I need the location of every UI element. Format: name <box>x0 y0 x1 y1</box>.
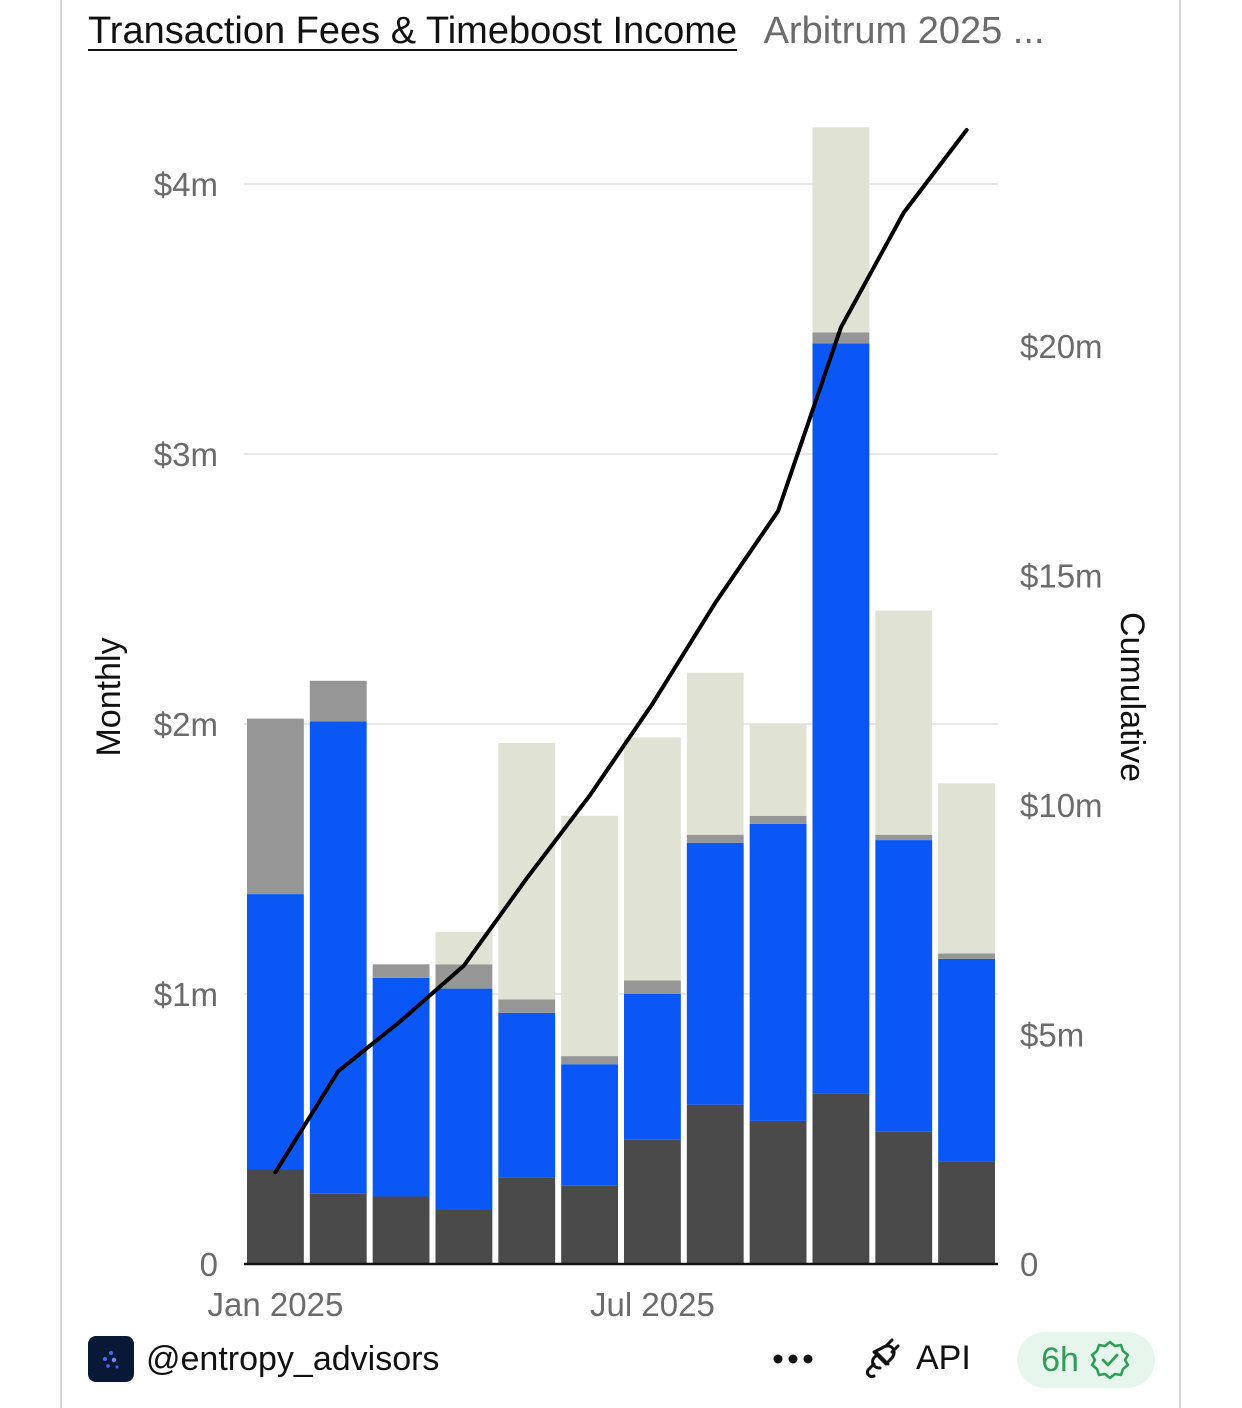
bar-segment <box>309 1193 367 1264</box>
chart-footer: @entropy_advisors API 6h <box>0 1328 1242 1392</box>
bars <box>247 127 995 1264</box>
bar-segment <box>435 988 493 1210</box>
bar-segment <box>247 718 304 895</box>
y-tick-label: $2m <box>154 706 218 743</box>
y-tick-label: $4m <box>154 166 218 203</box>
api-plug-icon <box>866 1338 900 1378</box>
frame-right-border <box>1179 0 1181 1408</box>
x-tick-label: Jan 2025 <box>208 1286 344 1323</box>
grid-lines <box>244 183 998 995</box>
bar-segment <box>624 980 681 994</box>
bar-segment <box>812 1093 870 1264</box>
bar-segment <box>498 1177 556 1264</box>
bar-segment <box>498 1012 556 1178</box>
cumulative-series <box>273 128 969 1175</box>
bar-segment <box>749 815 807 824</box>
bar-segment <box>561 1185 618 1264</box>
bar-segment <box>498 999 556 1013</box>
more-icon <box>773 1354 813 1364</box>
y-right-tick-label: $20m <box>1020 328 1103 365</box>
freshness-badge[interactable]: 6h <box>1017 1332 1155 1388</box>
chart-header: Transaction Fees & Timeboost Income Arbi… <box>88 10 1158 60</box>
api-label: API <box>916 1338 971 1377</box>
bar-segment <box>686 834 744 843</box>
bar-segment <box>812 343 870 1094</box>
bar-segment <box>624 994 681 1140</box>
chart-title-link[interactable]: Transaction Fees & Timeboost Income <box>88 10 738 52</box>
bar-segment <box>938 1161 995 1264</box>
entropy-logo-icon <box>88 1336 134 1382</box>
bar-segment <box>309 680 367 722</box>
bar-segment <box>938 953 995 959</box>
cumulative-line <box>273 128 969 1175</box>
y-tick-label: 0 <box>200 1246 218 1283</box>
author-name: @entropy_advisors <box>146 1339 440 1378</box>
bar-segment <box>812 332 870 344</box>
bar-segment <box>938 783 995 954</box>
y-tick-label: $3m <box>154 436 218 473</box>
axis-labels: 0 $1m $2m $3m $4m 0 $5m $10m $15m $20m Jan 2025 Jul… <box>90 166 1151 1323</box>
bar-segment <box>561 1056 618 1065</box>
bar-segment <box>372 1196 430 1264</box>
author-link[interactable]: @entropy_advisors <box>88 1336 439 1382</box>
bar-segment <box>498 742 556 1000</box>
bar-segment <box>749 1120 807 1264</box>
y-right-tick-label: $15m <box>1020 557 1103 594</box>
more-button[interactable] <box>770 1336 816 1382</box>
bar-segment <box>624 737 681 981</box>
frame-left-border <box>60 0 62 1408</box>
bar-segment <box>247 894 304 1170</box>
y-axis-title: Monthly <box>90 637 128 756</box>
bar-segment <box>561 1064 618 1186</box>
bar-segment <box>875 1131 933 1264</box>
bar-segment <box>686 1104 744 1264</box>
x-tick-label: Jul 2025 <box>590 1286 715 1323</box>
bar-segment <box>875 840 933 1132</box>
chart-subtitle: Arbitrum 2025 ... <box>763 10 1045 52</box>
bar-segment <box>749 823 807 1121</box>
chart-canvas: 0 $1m $2m $3m $4m 0 $5m $10m $15m $20m Jan 2025 Jul… <box>90 127 1151 1323</box>
bar-segment <box>686 842 744 1105</box>
y-right-tick-label: 0 <box>1020 1246 1038 1283</box>
y-tick-label: $1m <box>154 976 218 1013</box>
bar-segment <box>749 724 807 816</box>
y-right-axis-title: Cumulative <box>1113 612 1151 782</box>
bar-segment <box>624 1139 681 1264</box>
bar-segment <box>938 958 995 1162</box>
verified-check-icon <box>1090 1340 1130 1380</box>
bar-segment <box>812 127 870 333</box>
api-button[interactable]: API <box>862 1336 971 1380</box>
bar-segment <box>372 977 430 1197</box>
bar-segment <box>875 610 933 835</box>
bar-segment <box>435 1210 493 1264</box>
y-right-tick-label: $10m <box>1020 787 1103 824</box>
y-right-tick-label: $5m <box>1020 1016 1084 1053</box>
bar-segment <box>247 1169 304 1264</box>
bar-segment <box>561 815 618 1057</box>
bar-segment <box>372 964 430 978</box>
freshness-text: 6h <box>1041 1340 1079 1379</box>
bar-segment <box>309 721 367 1194</box>
bar-segment <box>875 834 933 841</box>
bar-segment <box>686 672 744 835</box>
